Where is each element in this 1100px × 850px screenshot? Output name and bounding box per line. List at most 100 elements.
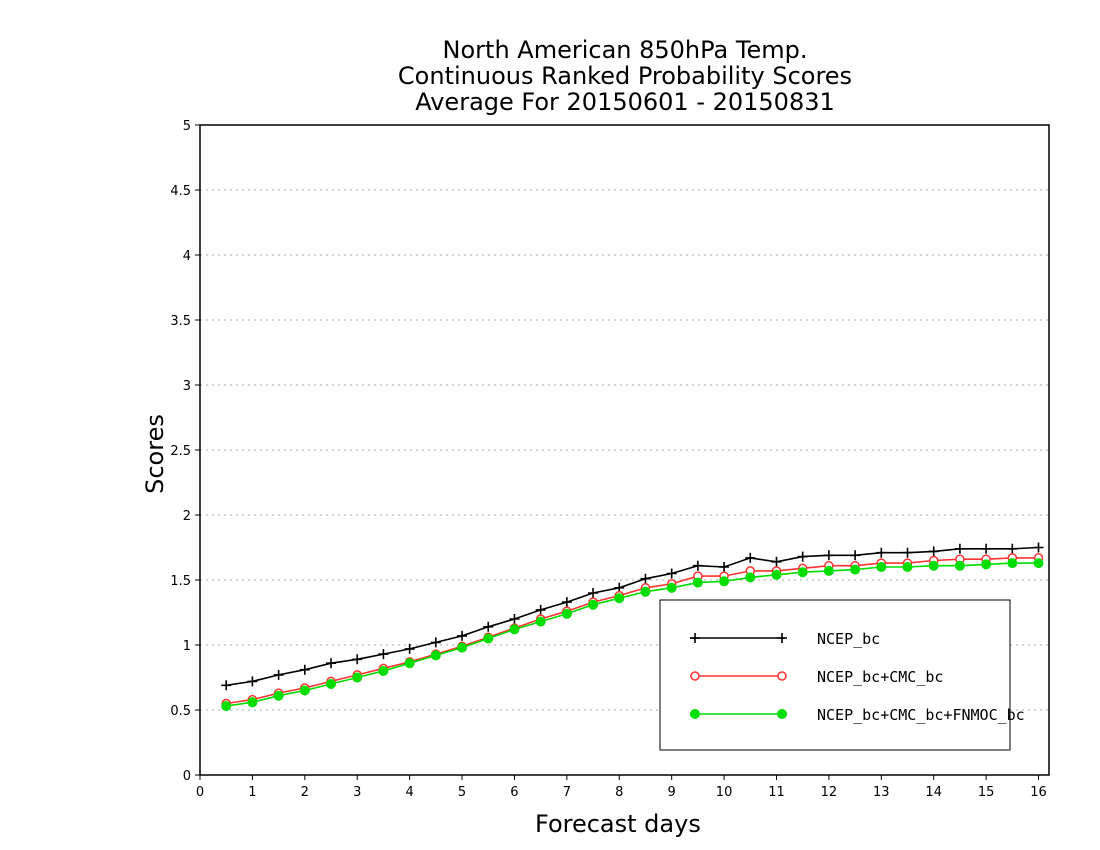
data-point-s2 <box>876 562 887 572</box>
x-tick-label: 7 <box>563 785 571 800</box>
y-tick-label: 1.5 <box>170 574 191 589</box>
data-point-s2 <box>745 572 756 583</box>
data-point-s0 <box>797 551 808 562</box>
data-point-s0 <box>247 676 258 687</box>
data-point-s2 <box>823 565 834 576</box>
data-point-s2 <box>902 562 913 572</box>
legend-marker-1 <box>777 671 787 681</box>
data-point-s2 <box>614 593 625 604</box>
data-point-s2 <box>509 624 520 635</box>
legend-marker-2 <box>690 709 700 719</box>
data-point-s2 <box>1033 558 1044 569</box>
data-point-s2 <box>719 576 730 587</box>
data-point-s0 <box>509 614 520 624</box>
data-point-s2 <box>666 582 677 593</box>
x-tick-label: 0 <box>196 785 204 800</box>
data-point-s0 <box>928 546 939 557</box>
data-point-s2 <box>771 569 782 580</box>
chart-title-line-2: Continuous Ranked Probability Scores <box>397 62 853 90</box>
x-tick-label: 1 <box>248 785 256 800</box>
x-tick-label: 16 <box>1030 785 1047 800</box>
data-point-s0 <box>902 547 913 558</box>
chart-title-line-3: Average For 20150601 - 20150831 <box>415 88 835 116</box>
data-point-s0 <box>588 588 599 598</box>
data-point-s2 <box>273 690 284 701</box>
data-point-s0 <box>561 597 572 608</box>
data-point-s2 <box>483 633 494 644</box>
legend-marker-0 <box>777 633 787 643</box>
data-point-s2 <box>430 650 441 661</box>
x-axis-title: Forecast days <box>535 810 701 838</box>
data-point-s2 <box>797 567 808 578</box>
data-point-s0 <box>1007 543 1018 554</box>
legend-marker-1 <box>690 671 700 681</box>
data-point-s2 <box>535 616 546 627</box>
x-tick-label: 10 <box>716 785 733 800</box>
data-point-s0 <box>430 637 441 648</box>
data-point-s2 <box>378 666 389 676</box>
data-point-s0 <box>221 680 232 691</box>
data-point-s2 <box>299 685 310 696</box>
data-point-s0 <box>1033 542 1044 553</box>
x-tick-label: 14 <box>925 785 942 800</box>
data-point-s0 <box>640 573 651 584</box>
data-point-s2 <box>404 658 415 669</box>
data-point-s2 <box>561 608 572 619</box>
data-point-s2 <box>928 560 939 571</box>
data-point-s2 <box>326 679 337 689</box>
y-axis-title: Scores <box>140 414 169 494</box>
data-point-s0 <box>326 658 337 669</box>
legend-label-2: NCEP_bc+CMC_bc+FNMOC_bc <box>817 706 1025 724</box>
legend-marker-2 <box>777 709 787 719</box>
data-point-s2 <box>640 586 651 597</box>
legend-marker-0 <box>690 633 700 643</box>
data-point-s0 <box>692 560 703 571</box>
data-point-s0 <box>483 621 494 632</box>
x-tick-label: 6 <box>510 785 518 800</box>
data-point-s2 <box>247 697 258 708</box>
legend-label-0: NCEP_bc <box>817 630 880 648</box>
y-tick-label: 3.5 <box>170 314 191 329</box>
x-tick-label: 3 <box>353 785 361 800</box>
x-tick-label: 2 <box>301 785 309 800</box>
y-tick-label: 5 <box>183 119 191 134</box>
x-tick-label: 13 <box>873 785 890 800</box>
data-point-s0 <box>299 664 310 675</box>
data-point-s0 <box>771 556 782 567</box>
x-tick-label: 5 <box>458 785 466 800</box>
data-point-s0 <box>876 547 887 558</box>
y-tick-label: 2.5 <box>170 444 191 459</box>
y-tick-label: 2 <box>183 509 191 524</box>
x-tick-label: 12 <box>821 785 838 800</box>
data-point-s0 <box>352 654 363 665</box>
data-point-s2 <box>457 642 468 653</box>
data-point-s0 <box>850 550 861 561</box>
data-point-s0 <box>745 552 756 563</box>
y-tick-label: 4.5 <box>170 184 191 199</box>
x-tick-label: 11 <box>768 785 785 800</box>
data-point-s0 <box>535 604 546 615</box>
chart-title-line-1: North American 850hPa Temp. <box>442 36 808 64</box>
data-point-s2 <box>221 701 232 712</box>
legend-box <box>659 599 1011 751</box>
data-point-s2 <box>1007 558 1018 569</box>
x-tick-label: 15 <box>978 785 995 800</box>
y-tick-label: 0.5 <box>170 704 191 719</box>
y-tick-label: 4 <box>183 249 191 264</box>
data-point-s0 <box>954 543 965 554</box>
data-point-s0 <box>273 669 284 680</box>
data-point-s2 <box>850 564 861 575</box>
data-point-s2 <box>692 577 703 588</box>
data-point-s0 <box>666 568 677 579</box>
data-point-s0 <box>404 643 415 654</box>
y-tick-label: 0 <box>183 769 191 784</box>
data-point-s0 <box>823 550 834 561</box>
data-point-s2 <box>588 599 599 610</box>
x-tick-label: 9 <box>668 785 676 800</box>
data-point-s0 <box>378 649 389 660</box>
data-point-s2 <box>352 672 363 683</box>
data-point-s0 <box>981 543 992 554</box>
data-point-s0 <box>457 630 468 641</box>
y-tick-label: 3 <box>183 379 191 394</box>
